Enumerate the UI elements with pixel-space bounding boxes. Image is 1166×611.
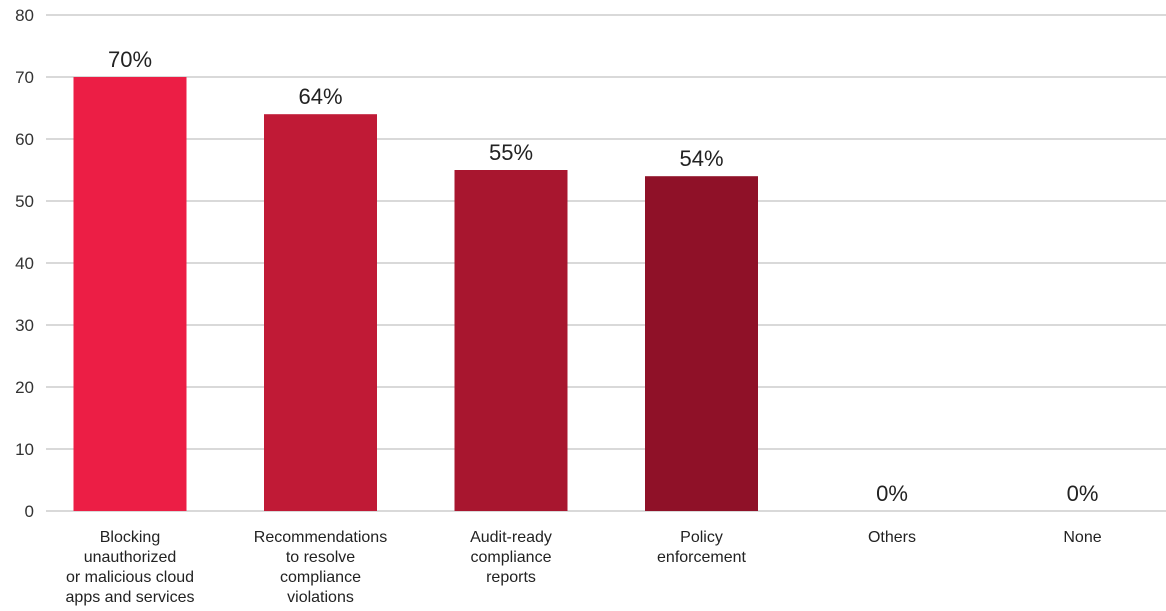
category-label: unauthorized	[84, 549, 177, 566]
data-label: 54%	[679, 146, 723, 171]
y-tick-label: 20	[15, 378, 34, 397]
gridlines	[46, 14, 1166, 512]
bar	[264, 114, 377, 511]
category-label: Policy	[680, 529, 723, 546]
y-tick-label: 0	[25, 502, 34, 521]
y-tick-label: 40	[15, 254, 34, 273]
category-label: apps and services	[66, 589, 195, 606]
y-tick-label: 70	[15, 68, 34, 87]
category-label: compliance	[471, 549, 552, 566]
y-axis: 0 10 20 30 40 50 60 70 80	[15, 6, 34, 521]
category-label: violations	[287, 589, 354, 606]
bars	[73, 77, 758, 511]
category-label: to resolve	[286, 549, 355, 566]
y-tick-label: 10	[15, 440, 34, 459]
category-label: or malicious cloud	[66, 569, 194, 586]
category-label: Others	[868, 529, 916, 546]
category-label: Audit-ready	[470, 529, 552, 546]
data-label: 64%	[298, 84, 342, 109]
data-label: 70%	[108, 47, 152, 72]
category-label: compliance	[280, 569, 361, 586]
category-label: Blocking	[100, 529, 160, 546]
category-label: Recommendations	[254, 529, 387, 546]
data-label: 55%	[489, 140, 533, 165]
data-label: 0%	[876, 481, 908, 506]
category-label: enforcement	[657, 549, 746, 566]
category-label: None	[1063, 529, 1101, 546]
x-axis-labels: Blocking unauthorized or malicious cloud ap…	[66, 529, 1102, 606]
y-tick-label: 30	[15, 316, 34, 335]
data-labels: 70% 64% 55% 54% 0% 0%	[108, 47, 1098, 506]
y-tick-label: 60	[15, 130, 34, 149]
bar	[454, 170, 568, 511]
bar	[73, 77, 187, 511]
bar	[645, 176, 758, 511]
y-tick-label: 50	[15, 192, 34, 211]
y-tick-label: 80	[15, 6, 34, 25]
data-label: 0%	[1067, 481, 1099, 506]
category-label: reports	[486, 569, 536, 586]
